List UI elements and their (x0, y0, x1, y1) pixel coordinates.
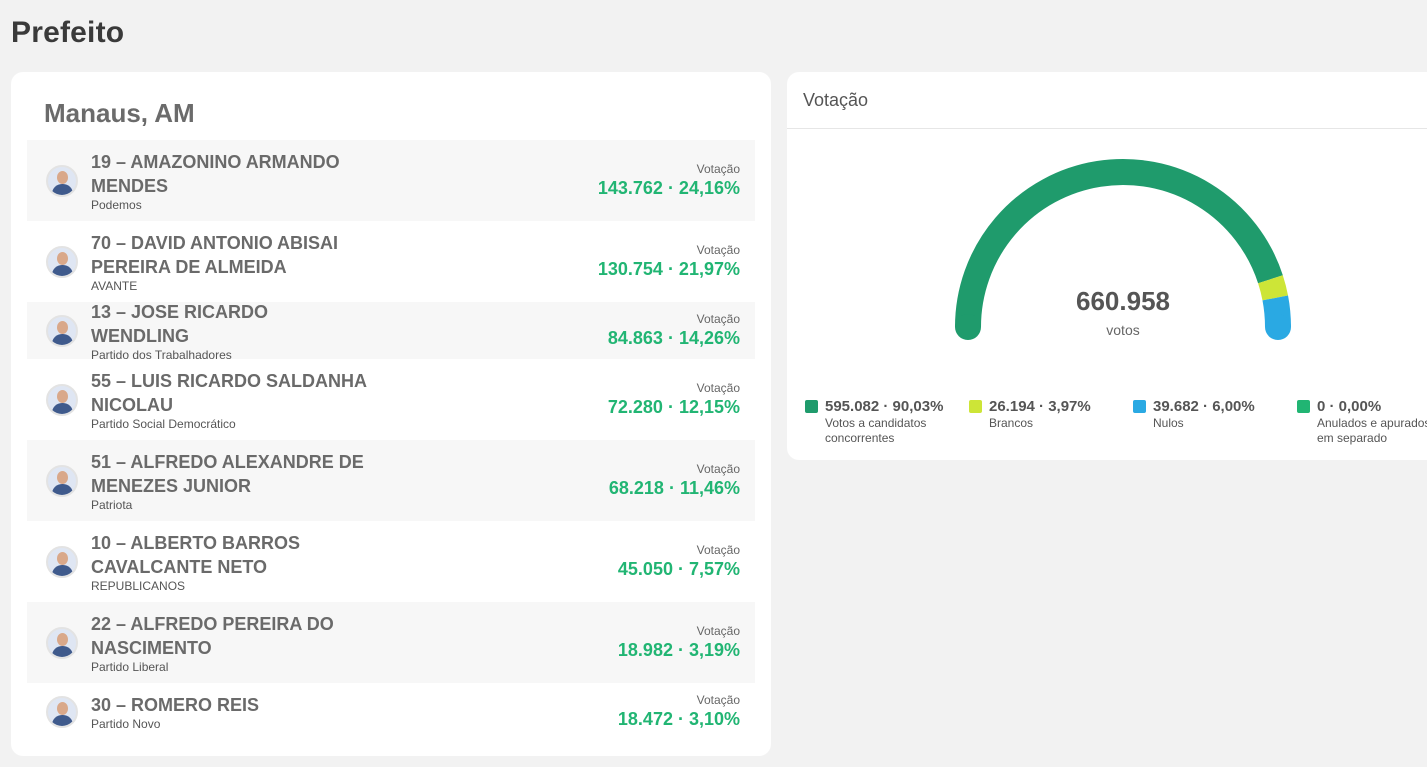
votes-value: 18.472 · 3,10% (617, 709, 740, 729)
candidate-avatar (46, 695, 78, 728)
candidate-party: REPUBLICANOS (91, 578, 186, 593)
votes-value: 72.280 · 12,15% (607, 397, 740, 417)
candidate-party: AVANTE (91, 278, 138, 293)
candidate-party: Partido Liberal (91, 659, 169, 674)
votes-value: 143.762 · 24,16% (597, 178, 740, 198)
votes-label: Votação (696, 462, 740, 476)
candidate-avatar (46, 314, 78, 347)
candidate-party: Partido Social Democrático (91, 416, 236, 431)
gauge-segment-candidates (955, 159, 1283, 328)
results-card: Manaus, AM 19 – AMAZONINO ARMANDO MENDES… (11, 72, 771, 756)
candidate-row[interactable]: 22 – ALFREDO PEREIRA DO NASCIMENTO Parti… (27, 602, 755, 683)
candidate-avatar (46, 164, 78, 197)
votes-value: 84.863 · 14,26% (607, 328, 740, 348)
city-title: Manaus, AM (44, 98, 195, 128)
gauge-start-cap (955, 314, 981, 340)
legend-label: Anulados e apurados em separado (1317, 416, 1427, 445)
candidate-name: 13 – JOSE RICARDO WENDLING (91, 301, 269, 346)
votes-label: Votação (696, 381, 740, 395)
candidate-name: 70 – DAVID ANTONIO ABISAI PEREIRA DE ALM… (91, 232, 339, 277)
legend-value: 595.082 · 90,03% (825, 398, 944, 415)
votes-value: 18.982 · 3,19% (617, 640, 740, 660)
votes-label: Votação (696, 693, 740, 707)
candidate-name: 19 – AMAZONINO ARMANDO MENDES (91, 151, 340, 196)
candidate-party: Patriota (91, 497, 133, 512)
legend-swatch (1133, 400, 1146, 413)
candidate-row[interactable]: 19 – AMAZONINO ARMANDO MENDES Podemos Vo… (27, 140, 755, 221)
legend-value: 39.682 · 6,00% (1153, 398, 1255, 415)
legend-label: Nulos (1153, 416, 1184, 430)
candidate-row[interactable]: 55 – LUIS RICARDO SALDANHA NICOLAU Parti… (27, 359, 755, 440)
legend-value: 0 · 0,00% (1317, 398, 1382, 415)
votes-label: Votação (696, 624, 740, 638)
candidate-row[interactable]: 13 – JOSE RICARDO WENDLING Partido dos T… (27, 301, 755, 362)
candidate-name: 51 – ALFREDO ALEXANDRE DE MENEZES JUNIOR (91, 451, 364, 496)
candidate-name: 10 – ALBERTO BARROS CAVALCANTE NETO (91, 532, 301, 577)
votes-value: 68.218 · 11,46% (608, 478, 740, 498)
turnout-header: Votação (803, 90, 869, 110)
page-title: Prefeito (11, 16, 125, 49)
candidate-avatar (46, 545, 78, 578)
candidate-name: 22 – ALFREDO PEREIRA DO NASCIMENTO (91, 613, 334, 658)
legend-swatch (805, 400, 818, 413)
candidate-avatar (46, 383, 78, 416)
candidate-avatar (46, 626, 78, 659)
total-votes: 660.958 (1076, 286, 1170, 316)
candidate-avatar (46, 245, 78, 278)
candidate-row[interactable]: 30 – ROMERO REIS Partido Novo Votação 18… (27, 683, 755, 740)
candidate-row[interactable]: 51 – ALFREDO ALEXANDRE DE MENEZES JUNIOR… (27, 440, 755, 521)
total-votes-unit: votos (1106, 322, 1140, 338)
candidate-party: Podemos (91, 197, 142, 212)
gauge-end-cap (1265, 314, 1291, 340)
votes-value: 130.754 · 21,97% (597, 259, 740, 279)
candidate-party: Partido Novo (91, 716, 161, 731)
candidate-row[interactable]: 70 – DAVID ANTONIO ABISAI PEREIRA DE ALM… (27, 221, 755, 302)
candidate-party: Partido dos Trabalhadores (91, 347, 232, 362)
candidate-name: 55 – LUIS RICARDO SALDANHA NICOLAU (91, 370, 367, 415)
votes-value: 45.050 · 7,57% (617, 559, 740, 579)
candidate-avatar (46, 464, 78, 497)
turnout-card: Votação 660.958 votos 595.082 · 90,03% V… (787, 72, 1427, 460)
legend-swatch (969, 400, 982, 413)
legend-value: 26.194 · 3,97% (989, 398, 1091, 415)
votes-label: Votação (696, 312, 740, 326)
candidate-row[interactable]: 10 – ALBERTO BARROS CAVALCANTE NETO REPU… (27, 521, 755, 602)
legend-label: Brancos (989, 416, 1034, 430)
candidate-name: 30 – ROMERO REIS (91, 694, 260, 715)
votes-label: Votação (696, 162, 740, 176)
legend-label: Votos a candidatos concorrentes (825, 416, 927, 445)
divider (787, 128, 1427, 129)
turnout-gauge (955, 159, 1291, 340)
gauge-segment-brancos (1258, 275, 1289, 301)
candidate-list: 19 – AMAZONINO ARMANDO MENDES Podemos Vo… (27, 140, 755, 740)
votes-label: Votação (696, 243, 740, 257)
votes-label: Votação (696, 543, 740, 557)
legend-swatch (1297, 400, 1310, 413)
